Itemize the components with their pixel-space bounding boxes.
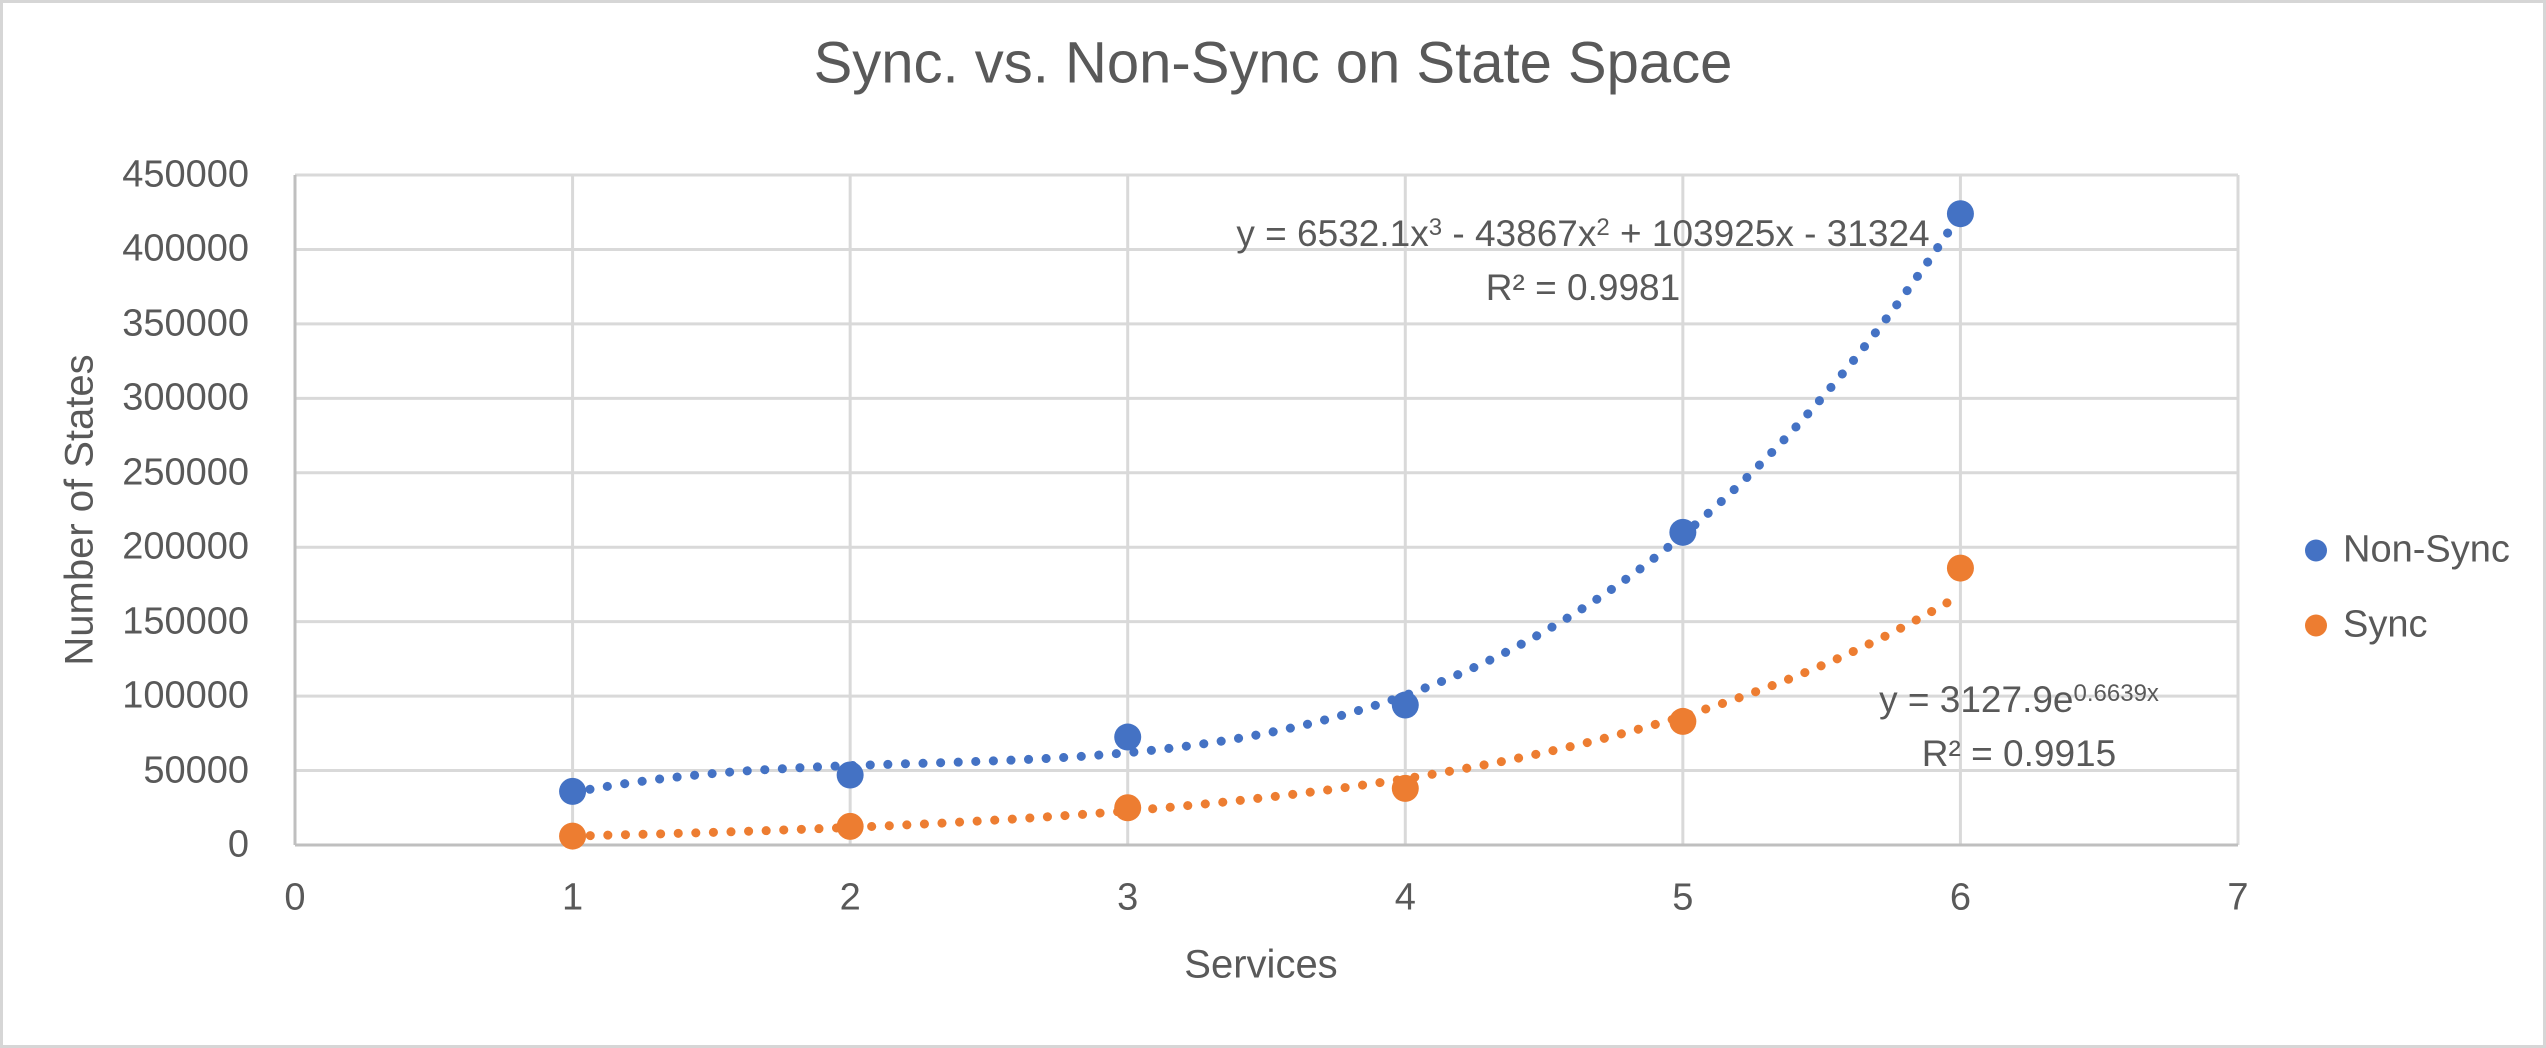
data-point-sync[interactable] [559,823,586,850]
data-point-sync[interactable] [1947,555,1974,582]
y-tick-label: 150000 [122,600,249,643]
data-point-non-sync[interactable] [1669,519,1696,546]
x-tick-label: 2 [840,877,861,920]
y-axis-title: Number of States [58,354,103,665]
x-tick-label: 3 [1117,877,1138,920]
x-axis-title: Services [1184,943,1337,988]
y-tick-label: 450000 [122,154,249,197]
data-point-non-sync[interactable] [559,778,586,805]
trendline-sync [573,595,1961,836]
r-squared-text: R² = 0.9915 [1879,727,2159,781]
data-point-non-sync[interactable] [1392,692,1419,719]
data-point-sync[interactable] [1392,775,1419,802]
chart-container[interactable]: Sync. vs. Non-Sync on State Space Number… [0,0,2546,1048]
data-point-sync[interactable] [837,813,864,840]
x-tick-label: 5 [1672,877,1693,920]
r-squared-text: R² = 0.9981 [1236,261,1929,315]
plot-area [3,3,2543,1045]
trendline-equation-sync: y = 3127.9e0.6639xR² = 0.9915 [1879,673,2159,781]
legend-item-non-sync[interactable]: Non-Sync [2305,529,2510,572]
x-tick-label: 6 [1950,877,1971,920]
data-point-non-sync[interactable] [1114,724,1141,751]
x-tick-label: 0 [284,877,305,920]
y-tick-label: 200000 [122,526,249,569]
data-point-sync[interactable] [1669,708,1696,735]
y-tick-label: 300000 [122,377,249,420]
data-point-non-sync[interactable] [1947,200,1974,227]
y-tick-label: 350000 [122,302,249,345]
x-tick-label: 1 [562,877,583,920]
x-tick-label: 4 [1395,877,1416,920]
equation-text: y = 3127.9e0.6639x [1879,673,2159,727]
equation-text: y = 6532.1x3 - 43867x2 + 103925x - 31324 [1236,207,1929,261]
chart-title: Sync. vs. Non-Sync on State Space [3,30,2543,97]
y-tick-label: 400000 [122,228,249,271]
legend-marker-icon [2305,614,2327,636]
data-point-sync[interactable] [1114,794,1141,821]
y-tick-label: 100000 [122,675,249,718]
x-tick-label: 7 [2227,877,2248,920]
legend-label: Sync [2343,604,2427,647]
legend-item-sync[interactable]: Sync [2305,604,2427,647]
y-tick-label: 50000 [143,749,249,792]
y-tick-label: 0 [228,824,249,867]
legend-label: Non-Sync [2343,529,2510,572]
legend-marker-icon [2305,539,2327,561]
data-point-non-sync[interactable] [837,762,864,789]
y-tick-label: 250000 [122,451,249,494]
trendline-equation-non-sync: y = 6532.1x3 - 43867x2 + 103925x - 31324… [1236,207,1929,315]
